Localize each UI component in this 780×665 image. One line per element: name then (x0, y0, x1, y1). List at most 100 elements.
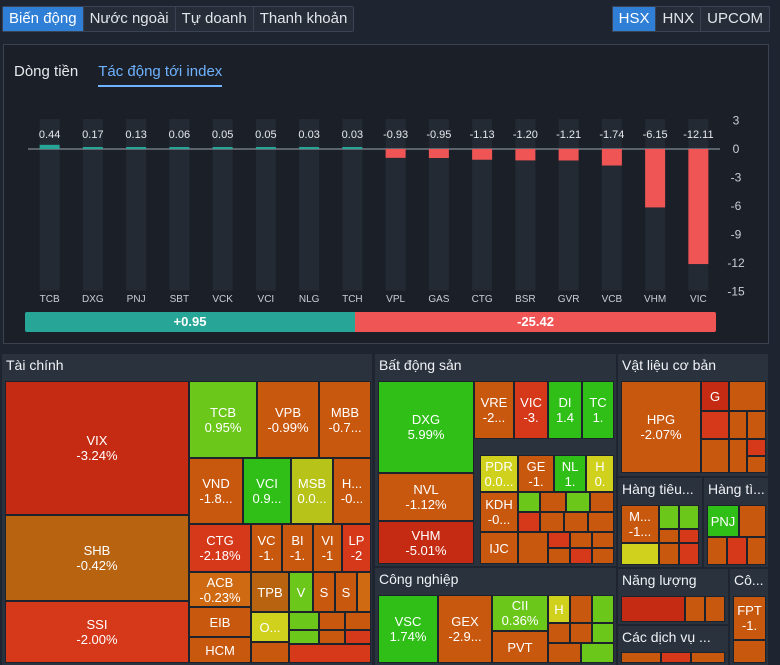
stock-cell[interactable] (739, 505, 766, 537)
stock-cell[interactable] (661, 652, 691, 663)
stock-cell[interactable]: H 0. (586, 455, 614, 492)
stock-cell[interactable] (357, 572, 371, 612)
stock-cell[interactable] (289, 644, 371, 663)
stock-cell[interactable]: VRE -2... (474, 381, 514, 439)
stock-cell[interactable] (679, 529, 699, 543)
subtab-dong-tien[interactable]: Dòng tiền (14, 63, 79, 80)
stock-cell[interactable]: VI -1 (313, 524, 342, 572)
stock-cell[interactable]: NVL -1.12% (378, 473, 474, 521)
stock-cell[interactable] (733, 640, 766, 663)
stock-cell[interactable] (747, 411, 766, 439)
stock-cell[interactable]: NL 1. (554, 455, 586, 492)
stock-cell[interactable] (319, 630, 345, 644)
stock-cell[interactable] (570, 532, 592, 548)
stock-cell[interactable]: TCB 0.95% (189, 381, 257, 458)
stock-cell[interactable]: G (701, 381, 729, 411)
stock-cell[interactable]: FPT -1. (733, 596, 766, 640)
stock-cell[interactable]: PDR 0.0... (480, 455, 518, 492)
stock-cell[interactable]: HCM (189, 637, 251, 663)
stock-cell[interactable]: CII 0.36% (492, 595, 548, 631)
stock-cell[interactable] (548, 623, 570, 643)
stock-cell[interactable]: VPB -0.99% (257, 381, 319, 458)
stock-cell[interactable] (548, 643, 581, 663)
stock-cell[interactable]: SHB -0.42% (5, 515, 189, 601)
stock-cell[interactable]: S (335, 572, 357, 612)
stock-cell[interactable] (289, 612, 319, 630)
tab-upcom[interactable]: UPCOM (701, 7, 769, 31)
stock-cell[interactable] (729, 381, 766, 411)
stock-cell[interactable]: V (289, 572, 313, 612)
stock-cell[interactable]: H... -0... (333, 458, 371, 524)
stock-cell[interactable]: BI -1. (282, 524, 313, 572)
stock-cell[interactable]: GE -1. (518, 455, 554, 492)
stock-cell[interactable] (570, 623, 592, 643)
stock-cell[interactable] (729, 411, 747, 439)
stock-cell[interactable]: EIB (189, 607, 251, 637)
stock-cell[interactable] (747, 439, 766, 456)
stock-cell[interactable] (548, 532, 570, 548)
stock-cell[interactable] (564, 512, 588, 532)
stock-cell[interactable]: VSC 1.74% (378, 595, 438, 663)
stock-cell[interactable] (621, 652, 661, 663)
tab-hsx[interactable]: HSX (612, 7, 657, 31)
stock-cell[interactable]: VND -1.8... (189, 458, 243, 524)
subtab-tac-dong[interactable]: Tác động tới index (98, 63, 223, 87)
stock-cell[interactable] (566, 492, 590, 512)
stock-cell[interactable] (685, 596, 705, 622)
stock-cell[interactable] (659, 529, 679, 543)
stock-cell[interactable]: O... (251, 612, 289, 642)
stock-cell[interactable] (548, 548, 570, 564)
stock-cell[interactable] (747, 537, 766, 565)
stock-cell[interactable] (570, 595, 592, 623)
stock-cell[interactable] (592, 595, 614, 623)
tab-nuoc-ngoai[interactable]: Nước ngoài (83, 7, 176, 31)
tab-thanh-khoan[interactable]: Thanh khoản (253, 7, 354, 31)
stock-cell[interactable]: KDH -0... (480, 492, 518, 532)
stock-cell[interactable]: M... -1... (621, 505, 659, 543)
stock-cell[interactable]: PVT (492, 631, 548, 663)
stock-cell[interactable]: HPG -2.07% (621, 381, 701, 473)
stock-cell[interactable]: VHM -5.01% (378, 521, 474, 564)
stock-cell[interactable]: S (313, 572, 335, 612)
stock-cell[interactable]: PNJ (707, 505, 739, 537)
stock-cell[interactable]: H (548, 595, 570, 623)
stock-cell[interactable] (679, 505, 699, 529)
stock-cell[interactable] (621, 596, 685, 622)
stock-cell[interactable]: VIX -3.24% (5, 381, 189, 515)
stock-cell[interactable] (518, 532, 548, 564)
stock-cell[interactable] (691, 652, 725, 663)
stock-cell[interactable] (701, 411, 729, 439)
stock-cell[interactable]: DXG 5.99% (378, 381, 474, 473)
stock-cell[interactable] (729, 439, 747, 473)
stock-cell[interactable] (659, 543, 679, 565)
stock-cell[interactable] (592, 623, 614, 643)
stock-cell[interactable] (679, 543, 699, 565)
stock-cell[interactable] (540, 512, 564, 532)
stock-cell[interactable]: TC 1. (582, 381, 614, 439)
stock-cell[interactable] (590, 492, 614, 512)
stock-cell[interactable] (588, 512, 614, 532)
tab-tu-doanh[interactable]: Tự doanh (175, 7, 254, 31)
stock-cell[interactable] (251, 642, 289, 663)
stock-cell[interactable] (659, 505, 679, 529)
stock-cell[interactable] (581, 643, 614, 663)
stock-cell[interactable]: MBB -0.7... (319, 381, 371, 458)
stock-cell[interactable] (705, 596, 725, 622)
stock-cell[interactable] (540, 492, 566, 512)
stock-cell[interactable] (518, 492, 540, 512)
stock-cell[interactable]: TPB (251, 572, 289, 612)
stock-cell[interactable] (345, 612, 371, 630)
stock-cell[interactable]: VC -1. (251, 524, 282, 572)
stock-cell[interactable] (592, 532, 614, 548)
stock-cell[interactable] (707, 537, 727, 565)
stock-cell[interactable]: CTG -2.18% (189, 524, 251, 572)
stock-cell[interactable]: LP -2 (342, 524, 371, 572)
stock-cell[interactable]: GEX -2.9... (438, 595, 492, 663)
stock-cell[interactable]: ACB -0.23% (189, 572, 251, 607)
stock-cell[interactable]: SSI -2.00% (5, 601, 189, 663)
stock-cell[interactable] (518, 512, 540, 532)
stock-cell[interactable]: VCI 0.9... (243, 458, 291, 524)
stock-cell[interactable]: VIC -3. (514, 381, 548, 439)
stock-cell[interactable] (727, 537, 747, 565)
stock-cell[interactable] (319, 612, 345, 630)
